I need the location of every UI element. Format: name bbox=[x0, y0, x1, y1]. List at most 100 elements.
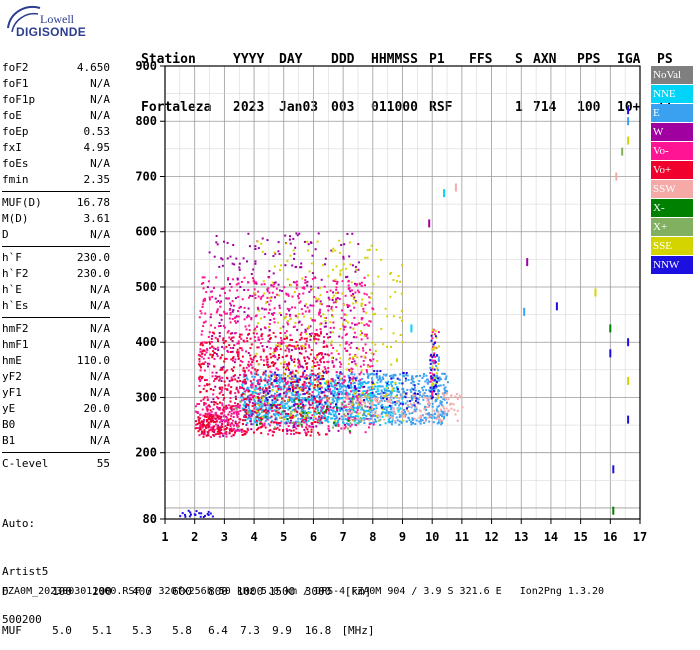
echo-point bbox=[378, 377, 381, 380]
echo-point bbox=[403, 415, 406, 418]
echo-point bbox=[316, 356, 319, 358]
echo-point bbox=[257, 322, 259, 325]
echo-point bbox=[206, 408, 209, 411]
echo-point bbox=[265, 301, 267, 304]
echo-point bbox=[312, 373, 315, 376]
echo-point bbox=[287, 400, 290, 403]
echo-point bbox=[206, 405, 209, 408]
echo-point bbox=[266, 404, 269, 407]
echo-point bbox=[255, 392, 257, 395]
echo-point bbox=[456, 398, 459, 401]
echo-point bbox=[434, 355, 437, 358]
echo-point bbox=[412, 383, 415, 386]
echo-point bbox=[250, 414, 253, 417]
echo-point bbox=[283, 360, 286, 363]
echo-point bbox=[217, 397, 220, 400]
echo-point bbox=[420, 416, 422, 419]
echo-point bbox=[266, 239, 269, 242]
echo-point bbox=[229, 347, 232, 349]
echo-point bbox=[270, 382, 273, 384]
echo-point bbox=[361, 332, 363, 335]
echo-point bbox=[327, 416, 330, 418]
echo-point bbox=[317, 376, 320, 379]
header-label-4: HHMMSS bbox=[371, 52, 418, 67]
file-info-footer: FZA0M_2023003011000.RSF / 320fx256h 50 k… bbox=[2, 586, 605, 597]
param-row: M(D) 3.61 bbox=[2, 211, 110, 227]
echo-point bbox=[438, 418, 441, 421]
echo-point bbox=[387, 411, 390, 413]
echo-point bbox=[179, 515, 182, 518]
echo-point bbox=[290, 384, 293, 387]
echo-point bbox=[351, 408, 354, 411]
echo-point bbox=[242, 257, 245, 260]
echo-point bbox=[329, 326, 332, 329]
echo-point bbox=[244, 405, 247, 408]
echo-point bbox=[366, 417, 369, 420]
echo-point bbox=[256, 240, 259, 243]
echo-point bbox=[252, 332, 255, 335]
param-label: fmin bbox=[2, 173, 29, 186]
echo-point bbox=[235, 398, 237, 400]
echo-point bbox=[342, 418, 345, 421]
echo-point bbox=[219, 368, 222, 371]
echo-point bbox=[202, 325, 205, 328]
echo-point bbox=[250, 382, 253, 385]
param-row: C-level 55 bbox=[2, 456, 110, 472]
echo-point bbox=[265, 356, 268, 359]
echo-point bbox=[250, 343, 253, 346]
echo-point bbox=[270, 421, 273, 424]
echo-point bbox=[195, 510, 198, 513]
echo-point bbox=[368, 426, 370, 429]
echo-point bbox=[434, 398, 437, 401]
echo-point bbox=[262, 359, 265, 362]
echo-point bbox=[239, 386, 241, 389]
echo-point bbox=[352, 376, 355, 379]
echo-point bbox=[200, 355, 203, 358]
echo-point bbox=[315, 338, 318, 340]
param-row: fmin 2.35 bbox=[2, 172, 110, 188]
echo-point bbox=[357, 348, 360, 351]
echo-point bbox=[267, 383, 270, 386]
echo-point bbox=[206, 349, 209, 352]
echo-point bbox=[204, 320, 207, 323]
echo-point bbox=[245, 316, 248, 319]
echo-point bbox=[216, 425, 219, 428]
echo-point bbox=[344, 425, 347, 428]
echo-point bbox=[364, 343, 367, 346]
echo-point bbox=[202, 433, 205, 436]
legend-item-nne: NNE bbox=[651, 85, 693, 103]
echo-point bbox=[212, 408, 215, 411]
echo-point bbox=[308, 425, 311, 428]
echo-point bbox=[353, 360, 356, 363]
echo-point bbox=[286, 418, 289, 420]
echo-point bbox=[314, 333, 317, 335]
echo-point bbox=[255, 325, 258, 328]
echo-point bbox=[393, 389, 396, 392]
echo-point bbox=[302, 409, 305, 412]
echo-point bbox=[332, 413, 335, 416]
echo-point bbox=[303, 428, 306, 431]
echo-point bbox=[404, 396, 407, 399]
echo-point bbox=[287, 425, 290, 428]
echo-point bbox=[429, 372, 432, 374]
echo-point bbox=[351, 368, 354, 371]
echo-point bbox=[199, 425, 202, 427]
echo-point bbox=[243, 311, 246, 314]
muf-cell-7: 9.9 bbox=[272, 624, 292, 637]
echo-point bbox=[555, 302, 558, 311]
echo-point bbox=[417, 383, 420, 385]
echo-point bbox=[334, 382, 337, 385]
echo-point bbox=[330, 340, 333, 343]
echo-point bbox=[247, 414, 250, 417]
echo-point bbox=[279, 327, 282, 330]
echo-point bbox=[234, 378, 237, 381]
echo-point bbox=[288, 396, 291, 399]
echo-point bbox=[230, 386, 233, 389]
echo-point bbox=[351, 378, 354, 381]
echo-point bbox=[250, 317, 253, 320]
echo-point bbox=[266, 398, 269, 401]
echo-point bbox=[273, 380, 276, 383]
echo-point bbox=[211, 416, 214, 419]
echo-point bbox=[218, 415, 221, 418]
distance-cell-7: 1500 bbox=[268, 585, 296, 598]
